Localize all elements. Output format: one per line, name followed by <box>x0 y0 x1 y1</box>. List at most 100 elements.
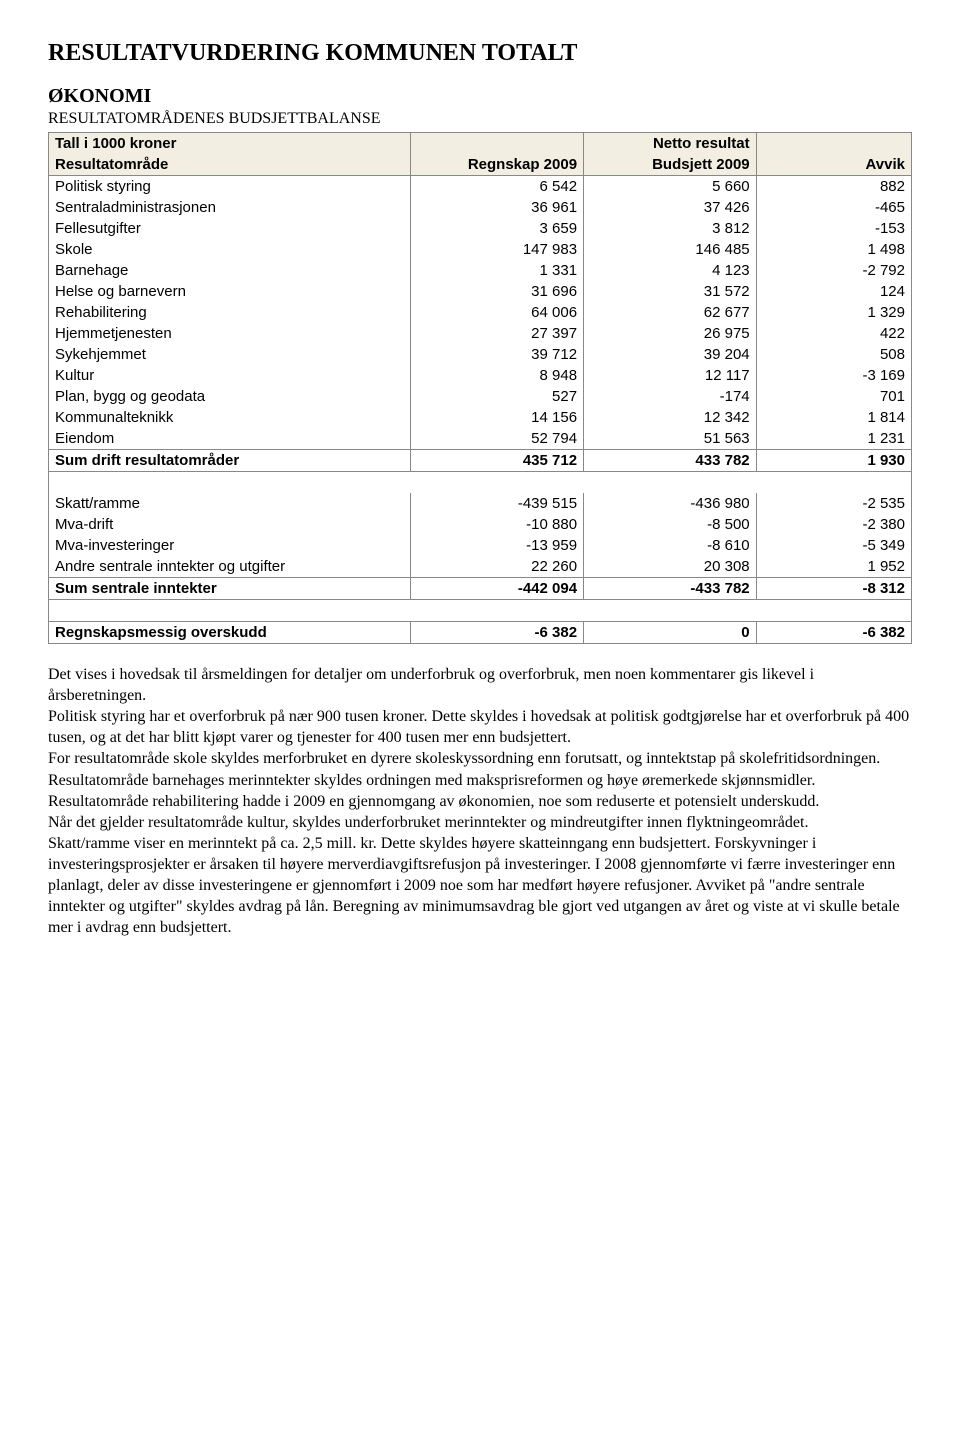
row-value: -2 380 <box>756 514 911 535</box>
table-row: Kommunalteknikk14 15612 3421 814 <box>49 407 912 428</box>
row-value: 147 983 <box>411 239 584 260</box>
row-value: 20 308 <box>584 556 757 578</box>
table-row: Mva-investeringer-13 959-8 610-5 349 <box>49 535 912 556</box>
row-value: -5 349 <box>756 535 911 556</box>
row-value: 51 563 <box>584 428 757 450</box>
row-value: 22 260 <box>411 556 584 578</box>
table-row: Sentraladministrasjonen36 96137 426-465 <box>49 197 912 218</box>
table-row: Politisk styring6 5425 660882 <box>49 176 912 198</box>
row-value: -465 <box>756 197 911 218</box>
row-label: Eiendom <box>49 428 411 450</box>
row-label: Kultur <box>49 365 411 386</box>
row-value: 435 712 <box>411 450 584 472</box>
row-value: -10 880 <box>411 514 584 535</box>
paragraph: Resultatområde barnehages merinntekter s… <box>48 770 912 791</box>
table-header-row-2: Resultatområde Regnskap 2009 Budsjett 20… <box>49 154 912 176</box>
row-value: -439 515 <box>411 493 584 514</box>
row-label: Mva-drift <box>49 514 411 535</box>
row-label: Plan, bygg og geodata <box>49 386 411 407</box>
row-label: Sum drift resultatområder <box>49 450 411 472</box>
table-row: Plan, bygg og geodata527-174701 <box>49 386 912 407</box>
table-row: Hjemmetjenesten27 39726 975422 <box>49 323 912 344</box>
row-value: 1 930 <box>756 450 911 472</box>
row-value: 8 948 <box>411 365 584 386</box>
table-row: Helse og barnevern31 69631 572124 <box>49 281 912 302</box>
row-value: -153 <box>756 218 911 239</box>
paragraph: Når det gjelder resultatområde kultur, s… <box>48 812 912 833</box>
row-value: 1 498 <box>756 239 911 260</box>
row-value: 0 <box>584 622 757 644</box>
row-value: -6 382 <box>756 622 911 644</box>
row-value: 1 814 <box>756 407 911 428</box>
row-label: Skole <box>49 239 411 260</box>
table-row: Sum drift resultatområder435 712433 7821… <box>49 450 912 472</box>
row-label: Politisk styring <box>49 176 411 198</box>
table-row: Regnskapsmessig overskudd-6 3820-6 382 <box>49 622 912 644</box>
row-label: Skatt/ramme <box>49 493 411 514</box>
row-value: -2 792 <box>756 260 911 281</box>
row-value: 422 <box>756 323 911 344</box>
paragraph: For resultatområde skole skyldes merforb… <box>48 748 912 769</box>
row-value: 1 952 <box>756 556 911 578</box>
paragraph: Resultatområde rehabilitering hadde i 20… <box>48 791 912 812</box>
table-row: Mva-drift-10 880-8 500-2 380 <box>49 514 912 535</box>
row-value: 52 794 <box>411 428 584 450</box>
table-row: Eiendom52 79451 5631 231 <box>49 428 912 450</box>
row-label: Fellesutgifter <box>49 218 411 239</box>
row-value: 508 <box>756 344 911 365</box>
table-row: Skole147 983146 4851 498 <box>49 239 912 260</box>
row-value: 37 426 <box>584 197 757 218</box>
row-value: 39 204 <box>584 344 757 365</box>
row-value: -442 094 <box>411 578 584 600</box>
row-value: 3 812 <box>584 218 757 239</box>
hdr2-c2: Regnskap 2009 <box>411 154 584 176</box>
row-value: 1 331 <box>411 260 584 281</box>
row-value: 6 542 <box>411 176 584 198</box>
row-value: 882 <box>756 176 911 198</box>
spacer-row <box>49 600 912 622</box>
spacer-row <box>49 472 912 494</box>
table-row: Andre sentrale inntekter og utgifter22 2… <box>49 556 912 578</box>
row-label: Rehabilitering <box>49 302 411 323</box>
row-value: 14 156 <box>411 407 584 428</box>
row-value: 4 123 <box>584 260 757 281</box>
hdr1-c4 <box>756 133 911 155</box>
row-value: 3 659 <box>411 218 584 239</box>
row-value: 36 961 <box>411 197 584 218</box>
row-value: -2 535 <box>756 493 911 514</box>
row-value: 1 231 <box>756 428 911 450</box>
hdr1-c1: Tall i 1000 kroner <box>49 133 411 155</box>
budget-table: Tall i 1000 kroner Netto resultat Result… <box>48 132 912 644</box>
row-label: Hjemmetjenesten <box>49 323 411 344</box>
row-label: Sykehjemmet <box>49 344 411 365</box>
row-value: 527 <box>411 386 584 407</box>
row-value: 12 117 <box>584 365 757 386</box>
paragraph: Politisk styring har et overforbruk på n… <box>48 706 912 748</box>
row-value: 27 397 <box>411 323 584 344</box>
page-title: RESULTATVURDERING KOMMUNEN TOTALT <box>48 40 912 67</box>
hdr2-c1: Resultatområde <box>49 154 411 176</box>
row-value: -8 500 <box>584 514 757 535</box>
table-body: Politisk styring6 5425 660882Sentraladmi… <box>49 176 912 644</box>
row-label: Andre sentrale inntekter og utgifter <box>49 556 411 578</box>
sub-title: RESULTATOMRÅDENES BUDSJETTBALANSE <box>48 110 912 128</box>
row-value: 31 696 <box>411 281 584 302</box>
row-value: -6 382 <box>411 622 584 644</box>
row-label: Sum sentrale inntekter <box>49 578 411 600</box>
row-value: 146 485 <box>584 239 757 260</box>
row-value: 5 660 <box>584 176 757 198</box>
row-label: Kommunalteknikk <box>49 407 411 428</box>
row-label: Barnehage <box>49 260 411 281</box>
row-value: 1 329 <box>756 302 911 323</box>
body-text: Det vises i hovedsak til årsmeldingen fo… <box>48 664 912 938</box>
hdr1-c2 <box>411 133 584 155</box>
hdr1-c3: Netto resultat <box>584 133 757 155</box>
row-value: 31 572 <box>584 281 757 302</box>
table-row: Skatt/ramme-439 515-436 980-2 535 <box>49 493 912 514</box>
table-row: Kultur8 94812 117-3 169 <box>49 365 912 386</box>
row-value: 124 <box>756 281 911 302</box>
row-value: -3 169 <box>756 365 911 386</box>
row-label: Sentraladministrasjonen <box>49 197 411 218</box>
row-value: 26 975 <box>584 323 757 344</box>
row-value: -8 610 <box>584 535 757 556</box>
